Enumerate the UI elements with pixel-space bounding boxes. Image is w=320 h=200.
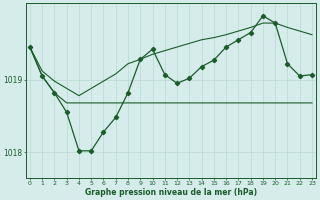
X-axis label: Graphe pression niveau de la mer (hPa): Graphe pression niveau de la mer (hPa) <box>85 188 257 197</box>
